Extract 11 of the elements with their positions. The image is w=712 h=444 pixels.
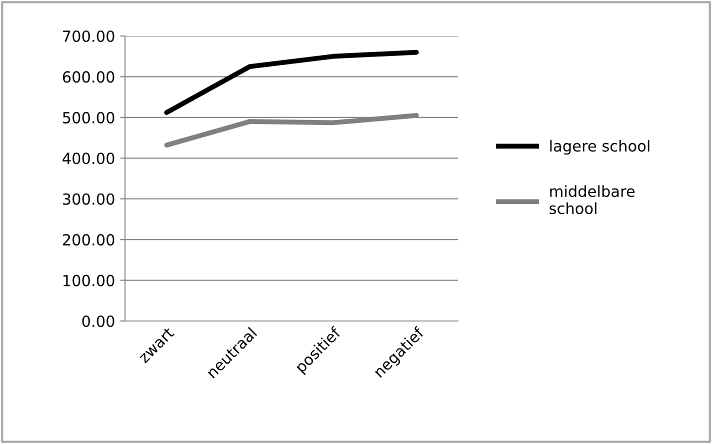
line-series xyxy=(164,50,419,115)
y-tick-label: 500.00 xyxy=(63,112,114,124)
y-tick-label: 200.00 xyxy=(62,234,114,246)
y-tick-label: 100.00 xyxy=(64,274,114,286)
y-tick-label: 600.00 xyxy=(62,71,114,83)
y-tick-label: 400.00 xyxy=(62,152,114,164)
legend-label: middelbare school xyxy=(550,185,635,214)
y-tick-label: 300.00 xyxy=(62,193,114,205)
legend-label: lagere school xyxy=(550,140,650,155)
y-tick-label: 700.00 xyxy=(63,30,114,42)
y-tick-label: 0.00 xyxy=(82,315,114,328)
